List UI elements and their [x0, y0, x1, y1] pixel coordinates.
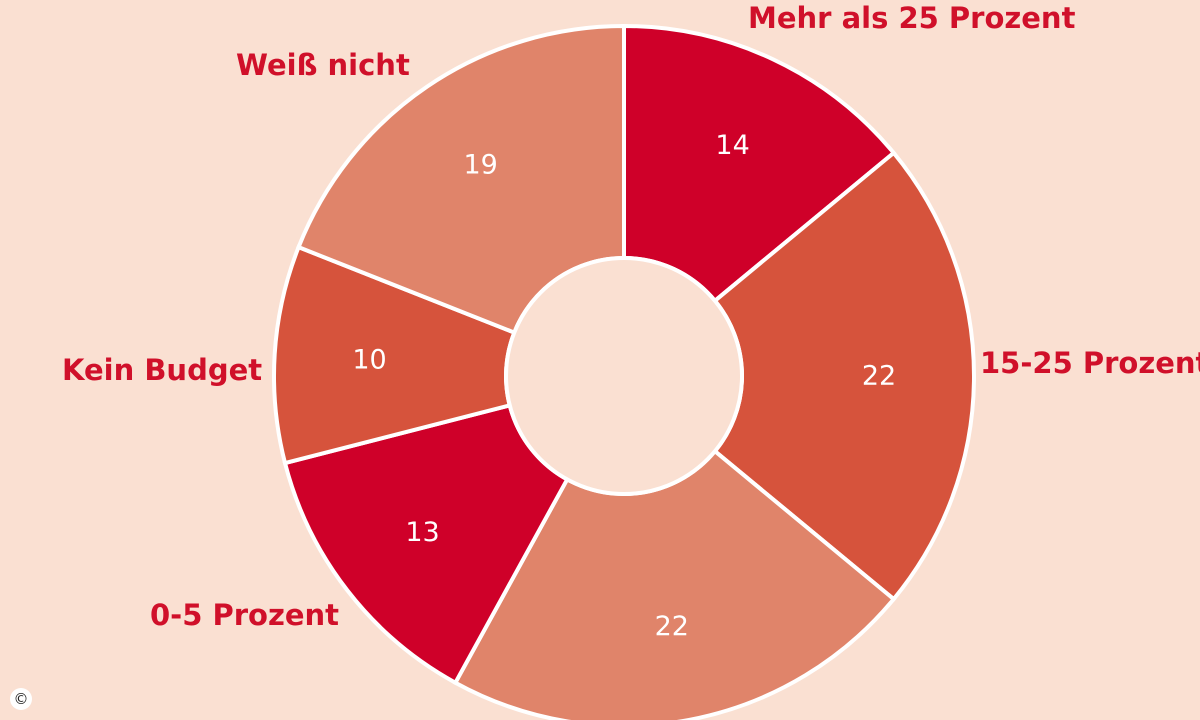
slice-value-label-4: 10	[352, 344, 386, 375]
slice-value-label-5: 19	[463, 150, 497, 181]
category-label-kein-budget: Kein Budget	[62, 353, 263, 387]
category-label-0-5-prozent: 0-5 Prozent	[150, 598, 340, 632]
slice-value-label-2: 22	[655, 611, 689, 642]
slice-value-label-1: 22	[862, 361, 896, 392]
category-label-15-25-prozent: 15-25 Prozent	[980, 346, 1200, 380]
donut-center-hole	[504, 256, 744, 496]
category-label-weiss-nicht: Weiß nicht	[236, 48, 410, 82]
slice-value-label-0: 14	[715, 130, 749, 161]
copyright-icon: ©	[10, 688, 32, 710]
slice-value-label-3: 13	[405, 517, 439, 548]
category-label-mehr-als-25-prozent: Mehr als 25 Prozent	[748, 1, 1076, 35]
